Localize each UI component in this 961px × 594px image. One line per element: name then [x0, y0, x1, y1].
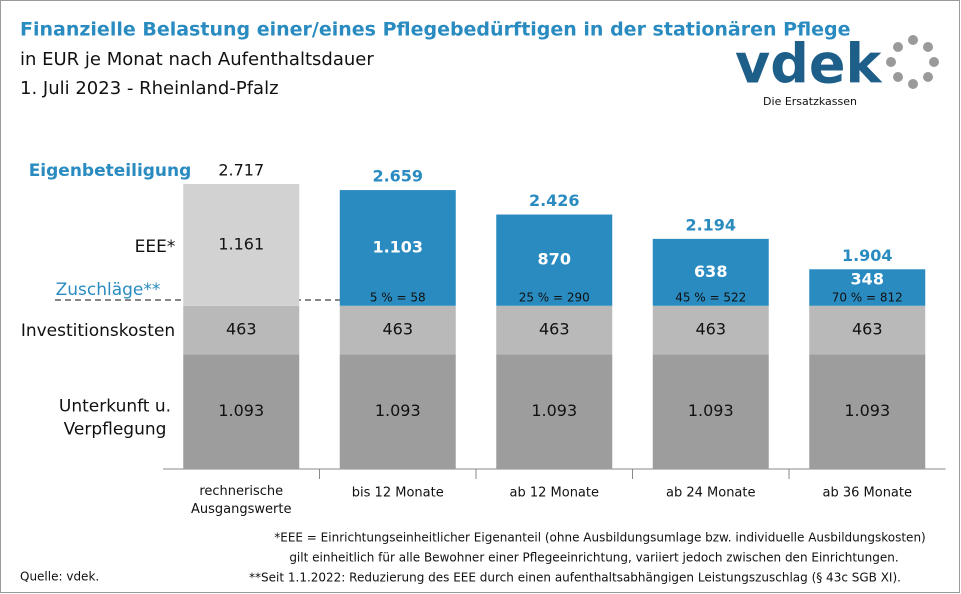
value-label: 463: [226, 320, 257, 339]
value-label: 870: [538, 250, 571, 269]
bar-segment: [809, 269, 926, 306]
bar-segment: [652, 354, 769, 469]
x-tick-label: rechnerische Ausgangswerte: [191, 484, 291, 517]
value-label: 463: [382, 320, 413, 339]
x-tick-label: ab 12 Monate: [510, 486, 600, 501]
bar-segment: [339, 190, 456, 306]
bar-segment: [809, 354, 926, 469]
bar-segment: [339, 354, 456, 469]
surcharge-label: 70 % = 812: [832, 290, 903, 304]
total-label: 2.717: [218, 161, 264, 180]
bar-segment: [652, 238, 769, 306]
x-tick-label: ab 36 Monate: [823, 486, 913, 501]
value-label: 348: [851, 269, 884, 288]
value-label: 463: [695, 320, 726, 339]
surcharge-label: 25 % = 290: [519, 290, 590, 304]
logo-ring: [886, 35, 939, 89]
bar-segment: [339, 305, 456, 355]
value-label: 463: [852, 320, 883, 339]
totals-label: Eigenbeteiligung: [29, 161, 192, 181]
surcharge-label: 5 % = 58: [370, 290, 426, 304]
legend-label: EEE*: [135, 237, 176, 257]
subtitle: 1. Juli 2023 - Rheinland-Pfalz: [20, 78, 279, 99]
surcharge-label: Zuschläge**: [56, 280, 161, 300]
value-label: 1.093: [218, 401, 264, 420]
source: Quelle: vdek.: [20, 570, 99, 584]
value-label: 1.093: [531, 401, 577, 420]
total-label: 1.904: [842, 246, 893, 265]
surcharge-label: 45 % = 522: [675, 290, 746, 304]
bar-segment: [652, 305, 769, 355]
bar-segment: [809, 305, 926, 355]
subtitle: in EUR je Monat nach Aufenthaltsdauer: [20, 49, 374, 70]
logo-caption: Die Ersatzkassen: [763, 95, 857, 108]
x-tick-label: ab 24 Monate: [666, 486, 756, 501]
value-label: 463: [539, 320, 570, 339]
bar-segment: [183, 354, 300, 469]
chart-title: Finanzielle Belastung einer/eines Pflege…: [20, 19, 851, 41]
total-label: 2.426: [529, 191, 580, 210]
value-label: 638: [694, 262, 727, 281]
legend-label: Investitionskosten: [21, 321, 175, 341]
legend-label: Unterkunft u. Verpflegung: [59, 397, 171, 440]
value-label: 1.093: [844, 401, 890, 420]
x-tick-label: bis 12 Monate: [352, 486, 444, 501]
footnote: gilt einheitlich für alle Bewohner einer…: [289, 551, 898, 565]
bar-segment: [496, 214, 613, 306]
value-label: 1.093: [688, 401, 734, 420]
value-label: 1.103: [372, 237, 423, 256]
logo: vdek: [735, 33, 882, 96]
footnote: **Seit 1.1.2022: Reduzierung des EEE dur…: [249, 571, 901, 585]
total-label: 2.194: [685, 215, 736, 234]
value-label: 1.161: [218, 234, 264, 253]
bar-segment: [183, 305, 300, 355]
value-label: 1.093: [375, 401, 421, 420]
total-label: 2.659: [372, 167, 423, 186]
footnote: *EEE = Einrichtungseinheitlicher Eigenan…: [274, 531, 925, 545]
bar-segment: [183, 184, 300, 306]
bar-segment: [496, 354, 613, 469]
bar-segment: [496, 305, 613, 355]
